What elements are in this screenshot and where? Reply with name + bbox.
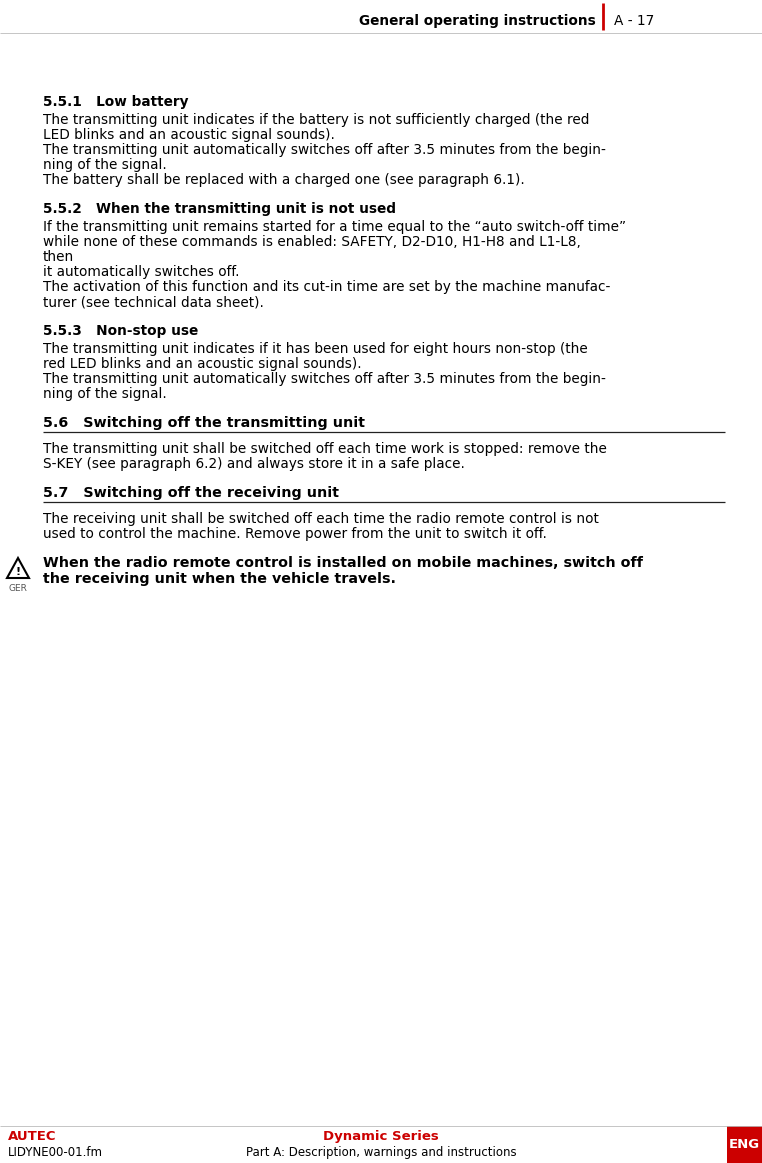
- Text: LIDYNE00-01.fm: LIDYNE00-01.fm: [8, 1146, 103, 1160]
- Text: used to control the machine. Remove power from the unit to switch it off.: used to control the machine. Remove powe…: [43, 527, 547, 541]
- Text: red LED blinks and an acoustic signal sounds).: red LED blinks and an acoustic signal so…: [43, 357, 362, 371]
- Text: The activation of this function and its cut-in time are set by the machine manuf: The activation of this function and its …: [43, 280, 610, 294]
- Text: AUTEC: AUTEC: [8, 1130, 56, 1143]
- Text: ning of the signal.: ning of the signal.: [43, 387, 167, 401]
- Text: S-KEY (see paragraph 6.2) and always store it in a safe place.: S-KEY (see paragraph 6.2) and always sto…: [43, 457, 465, 471]
- Text: then: then: [43, 250, 74, 264]
- Text: GER: GER: [8, 584, 27, 593]
- Text: The receiving unit shall be switched off each time the radio remote control is n: The receiving unit shall be switched off…: [43, 512, 599, 526]
- Text: LED blinks and an acoustic signal sounds).: LED blinks and an acoustic signal sounds…: [43, 128, 335, 142]
- Bar: [727, 1126, 762, 1163]
- Text: 5.5.2   When the transmitting unit is not used: 5.5.2 When the transmitting unit is not …: [43, 202, 396, 216]
- Text: 5.5.3   Non-stop use: 5.5.3 Non-stop use: [43, 324, 198, 338]
- Text: the receiving unit when the vehicle travels.: the receiving unit when the vehicle trav…: [43, 572, 396, 586]
- Text: General operating instructions: General operating instructions: [359, 14, 596, 28]
- Text: A - 17: A - 17: [614, 14, 655, 28]
- Text: The battery shall be replaced with a charged one (see paragraph 6.1).: The battery shall be replaced with a cha…: [43, 173, 525, 187]
- Text: The transmitting unit automatically switches off after 3.5 minutes from the begi: The transmitting unit automatically swit…: [43, 143, 606, 157]
- Text: When the radio remote control is installed on mobile machines, switch off: When the radio remote control is install…: [43, 556, 643, 570]
- Text: If the transmitting unit remains started for a time equal to the “auto switch-of: If the transmitting unit remains started…: [43, 220, 626, 234]
- Text: 5.5.1   Low battery: 5.5.1 Low battery: [43, 95, 188, 109]
- Text: Dynamic Series: Dynamic Series: [323, 1130, 439, 1143]
- Text: !: !: [15, 568, 21, 577]
- Text: turer (see technical data sheet).: turer (see technical data sheet).: [43, 295, 264, 309]
- Text: it automatically switches off.: it automatically switches off.: [43, 265, 239, 279]
- Text: 5.6   Switching off the transmitting unit: 5.6 Switching off the transmitting unit: [43, 416, 365, 430]
- Text: The transmitting unit automatically switches off after 3.5 minutes from the begi: The transmitting unit automatically swit…: [43, 372, 606, 386]
- Text: 5.7   Switching off the receiving unit: 5.7 Switching off the receiving unit: [43, 486, 339, 500]
- Text: The transmitting unit shall be switched off each time work is stopped: remove th: The transmitting unit shall be switched …: [43, 442, 607, 456]
- Text: while none of these commands is enabled: SAFETY, D2-D10, H1-H8 and L1-L8,: while none of these commands is enabled:…: [43, 235, 581, 249]
- Text: ENG: ENG: [729, 1139, 760, 1151]
- Text: ning of the signal.: ning of the signal.: [43, 158, 167, 172]
- Text: The transmitting unit indicates if it has been used for eight hours non-stop (th: The transmitting unit indicates if it ha…: [43, 342, 588, 356]
- Text: The transmitting unit indicates if the battery is not sufficiently charged (the : The transmitting unit indicates if the b…: [43, 113, 589, 127]
- Text: Part A: Description, warnings and instructions: Part A: Description, warnings and instru…: [245, 1146, 517, 1160]
